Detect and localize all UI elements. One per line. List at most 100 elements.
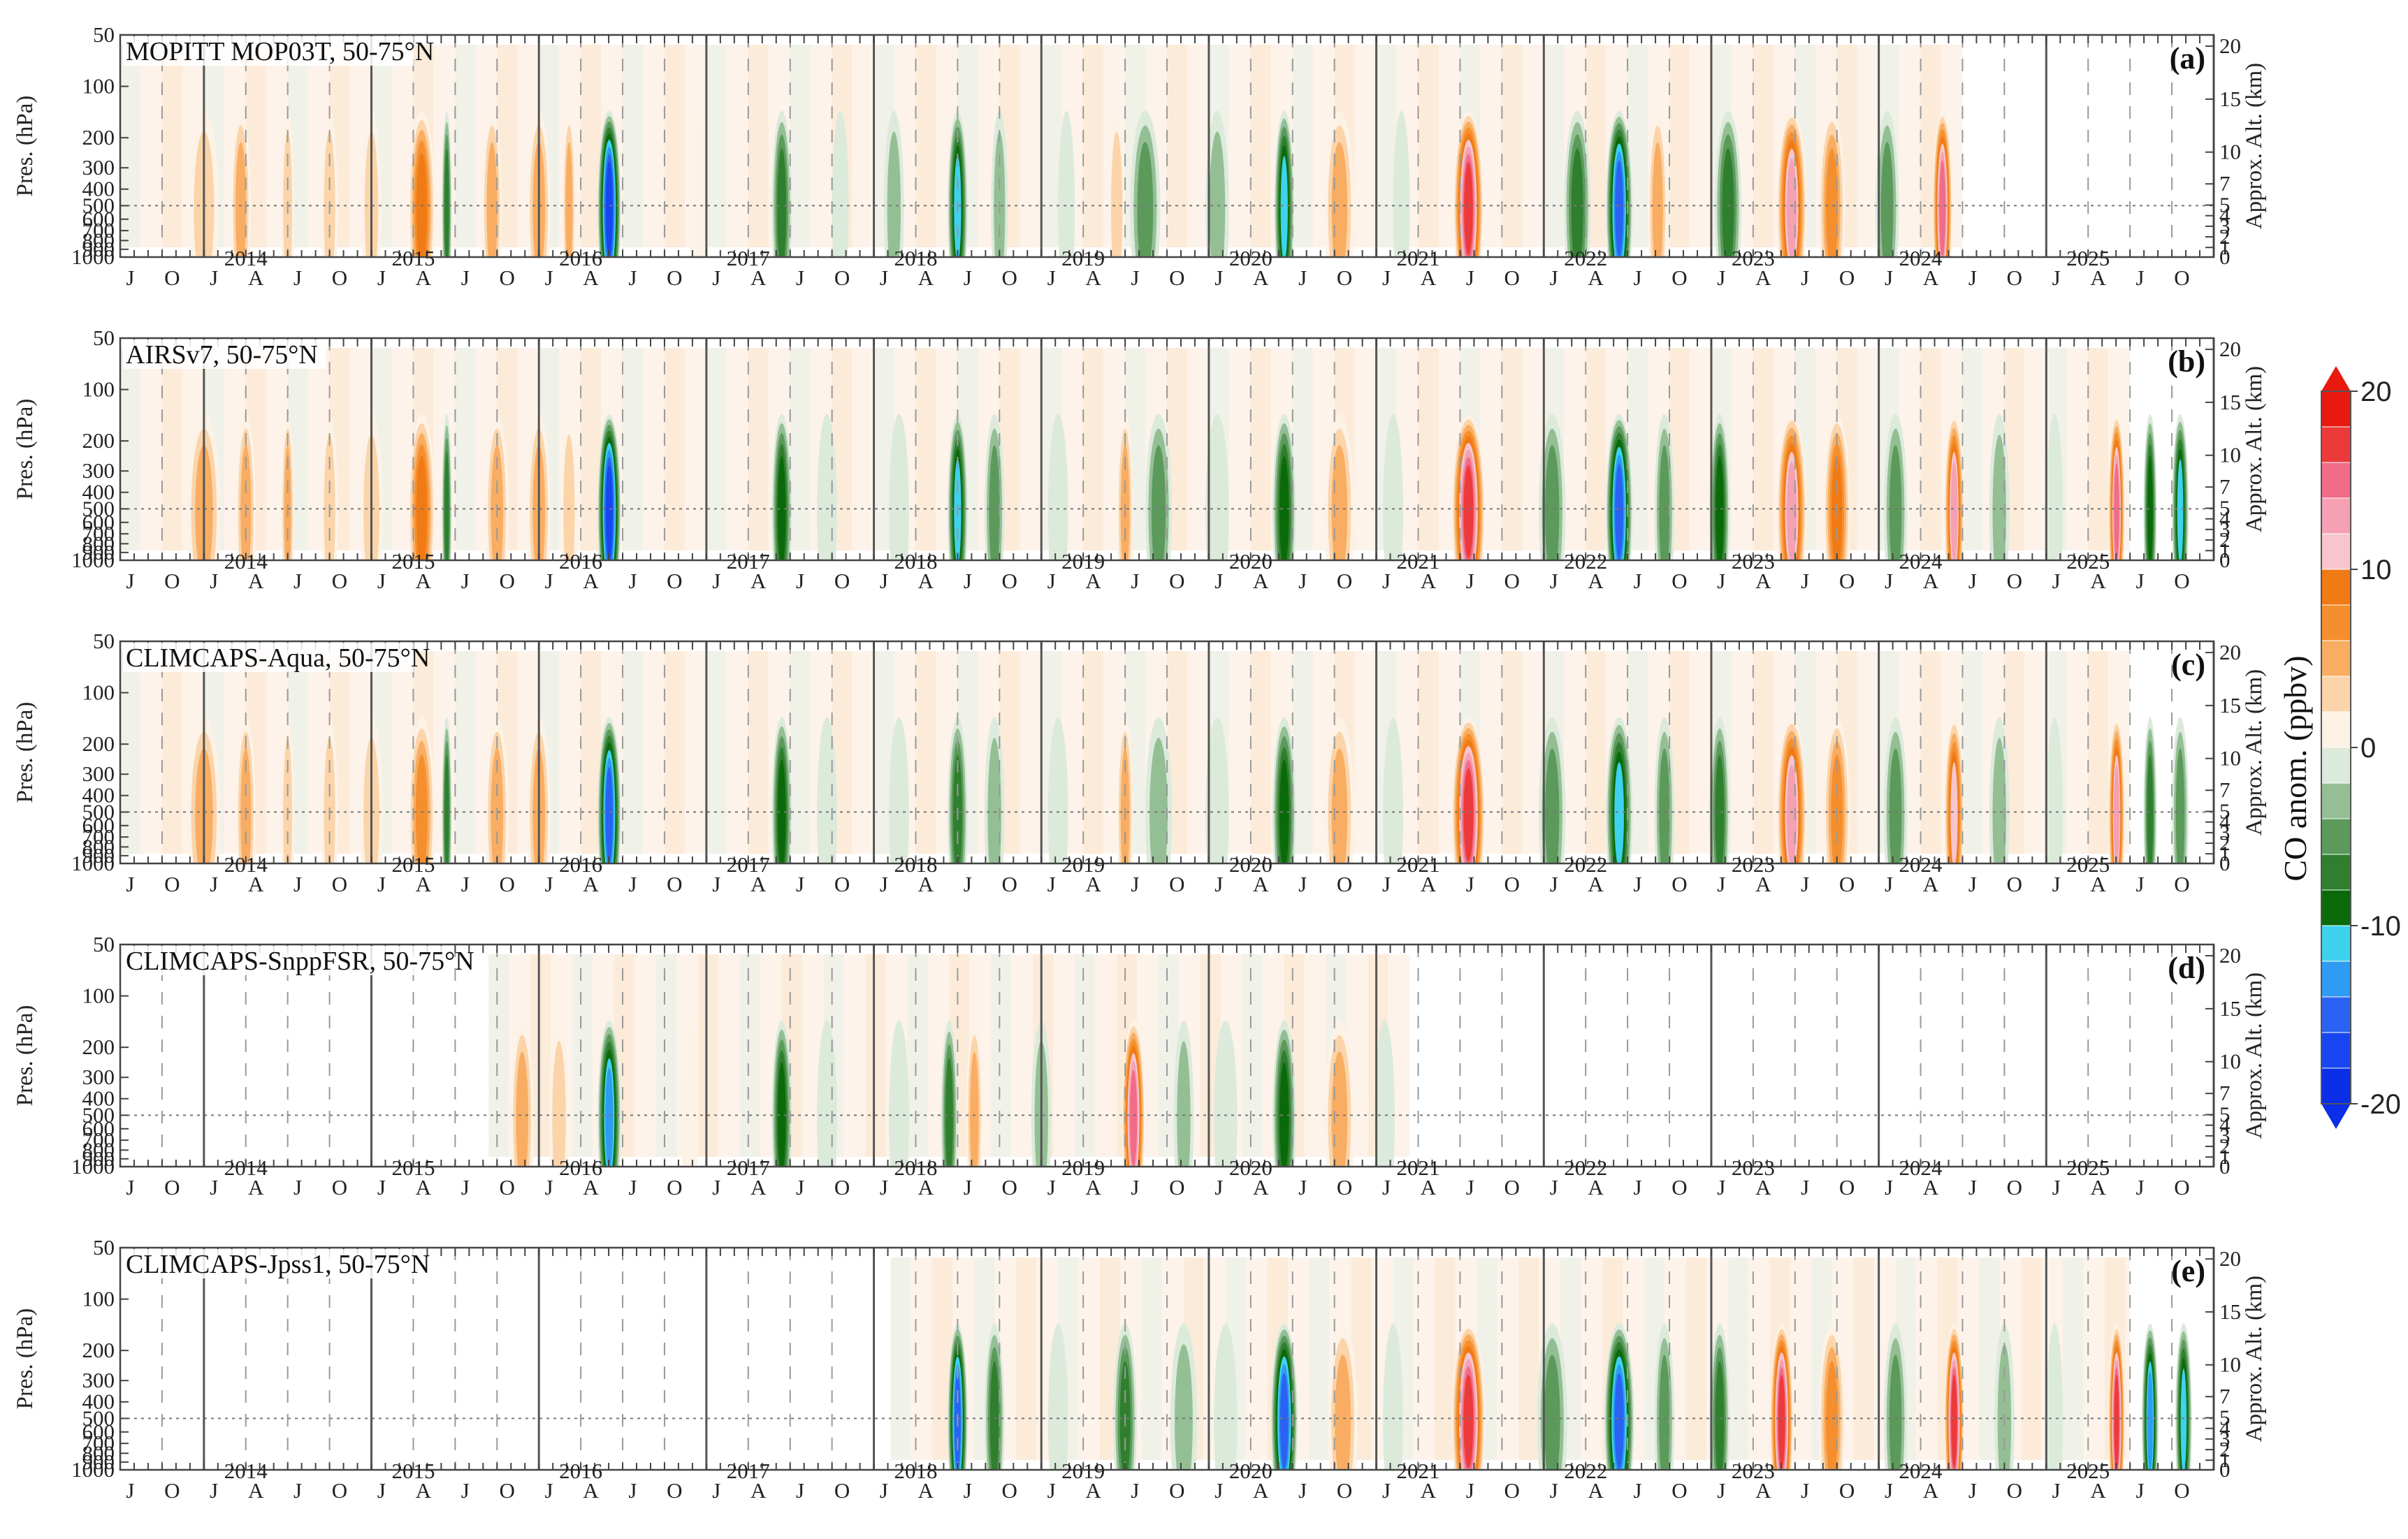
colorbar: 20 10 0 -10 -20 CO anom. (ppbv) (2277, 366, 2401, 1129)
season-tick-label: O (332, 872, 347, 896)
season-tick-label: J (1131, 569, 1139, 593)
anomaly-event (1605, 110, 1633, 257)
colorbar-segment (2321, 640, 2351, 677)
pressure-tick-label: 600 (82, 813, 115, 838)
season-tick-label: O (1839, 1175, 1855, 1199)
anomaly-contour (491, 445, 504, 560)
season-tick-label: J (1550, 1175, 1558, 1199)
season-tick-label: J (210, 872, 218, 896)
anomaly-event (562, 110, 576, 257)
anomaly-contour (324, 435, 335, 560)
season-tick-label: O (2007, 1175, 2022, 1199)
background-stripe (664, 651, 685, 854)
anomaly-contour (1331, 748, 1348, 863)
season-tick-label: O (1002, 872, 1017, 896)
background-stripe (1962, 651, 1983, 854)
background-stripe (161, 45, 182, 247)
anomaly-event (889, 1020, 909, 1167)
season-tick-label: A (1253, 1478, 1269, 1503)
altitude-tick-label: 15 (2219, 996, 2241, 1021)
season-tick-label: A (1421, 1478, 1437, 1503)
pressure-tick-label: 100 (82, 1287, 115, 1311)
season-tick-label: J (1382, 569, 1391, 593)
year-label: 2016 (559, 852, 602, 877)
year-label: 2016 (559, 1459, 602, 1483)
anomaly-contour (832, 110, 849, 257)
pressure-tick-label: 100 (82, 74, 115, 99)
season-tick-label: J (964, 569, 972, 593)
season-tick-label: O (2174, 872, 2189, 896)
colorbar-segment (2321, 925, 2351, 962)
anomaly-contour (284, 445, 291, 560)
season-tick-label: J (1633, 1478, 1641, 1503)
anomaly-contour (2177, 459, 2184, 560)
anomaly-contour (1615, 160, 1624, 257)
anomaly-contour (1177, 1041, 1191, 1167)
year-label: 2019 (1061, 246, 1105, 270)
pressure-tick-label: 300 (82, 1065, 115, 1089)
anomaly-contour (283, 131, 293, 257)
season-tick-label: J (880, 569, 888, 593)
year-label: 2016 (559, 246, 602, 270)
anomaly-contour (563, 435, 575, 560)
season-tick-label: J (545, 872, 553, 896)
anomaly-contour (1279, 1062, 1289, 1167)
pressure-tick-label: 700 (82, 218, 115, 242)
season-tick-label: A (1588, 265, 1604, 290)
season-tick-label: O (1671, 265, 1687, 290)
season-tick-label: J (1885, 1478, 1893, 1503)
anomaly-contour (324, 738, 335, 863)
season-tick-label: J (1382, 265, 1391, 290)
anomaly-contour (889, 717, 909, 863)
anomaly-event (1883, 1323, 1908, 1470)
year-label: 2016 (559, 1155, 602, 1180)
pressure-tick-label: 300 (82, 155, 115, 180)
year-label: 2014 (224, 246, 268, 270)
season-tick-label: A (2090, 1175, 2106, 1199)
background-stripe (1920, 348, 1941, 550)
season-tick-label: J (293, 872, 302, 896)
anomaly-contour (1151, 445, 1166, 560)
season-tick-label: A (416, 265, 432, 290)
colorbar-segment (2321, 462, 2351, 499)
season-tick-label: J (2052, 265, 2061, 290)
anomaly-event (1272, 414, 1296, 560)
season-tick-label: J (1214, 569, 1223, 593)
background-stripe (161, 651, 182, 854)
anomaly-event (231, 110, 251, 257)
season-tick-label: J (1717, 1478, 1725, 1503)
panel-e-plot (890, 1257, 2192, 1470)
season-tick-label: J (1550, 1478, 1558, 1503)
altitude-tick-label: 2 (2219, 1437, 2231, 1461)
season-tick-label: O (834, 569, 850, 593)
altitude-tick-label: 0 (2219, 548, 2231, 572)
pressure-tick-label: 100 (82, 984, 115, 1008)
anomaly-contour (1950, 461, 1958, 560)
season-tick-label: O (1337, 265, 1352, 290)
background-stripe (572, 954, 593, 1157)
anomaly-event (1272, 1020, 1296, 1167)
anomaly-contour (778, 759, 786, 863)
altitude-tick-label: 3 (2219, 820, 2231, 845)
season-tick-label: J (1550, 569, 1558, 593)
altitude-tick-label: 15 (2219, 87, 2241, 111)
pressure-tick-label: 400 (82, 783, 115, 808)
year-label: 2021 (1397, 549, 1440, 574)
season-tick-label: J (1466, 1175, 1474, 1199)
anomaly-event (817, 414, 837, 560)
anomaly-contour (1129, 1070, 1138, 1167)
altitude-tick-label: 1 (2219, 538, 2231, 562)
season-tick-label: J (796, 1175, 804, 1199)
season-tick-label: J (2136, 872, 2145, 896)
year-label: 2015 (391, 1459, 435, 1483)
pressure-tick-label: 50 (93, 629, 115, 653)
season-tick-label: J (1214, 872, 1223, 896)
background-stripe (1586, 348, 1606, 550)
year-label: 2019 (1061, 549, 1105, 574)
season-tick-label: A (248, 872, 264, 896)
panel-title-backdrop (123, 340, 326, 369)
background-stripe (915, 348, 936, 550)
season-tick-label: O (1504, 872, 1520, 896)
year-label: 2024 (1899, 852, 1943, 877)
season-tick-label: A (583, 569, 599, 593)
